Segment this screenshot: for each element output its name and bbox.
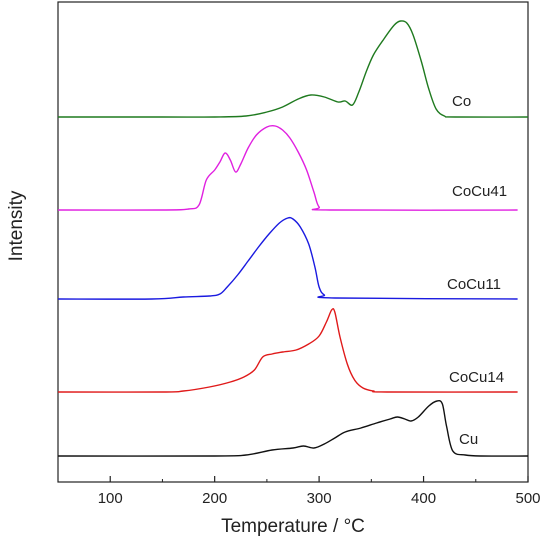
series-line-cocu14 [57, 307, 518, 393]
series-line-cocu11 [57, 216, 518, 300]
x-tick-label: 300 [307, 490, 332, 507]
y-axis-label: Intensity [6, 190, 27, 261]
series-label-cocu11: CoCu11 [447, 276, 501, 293]
plot-frame [57, 1, 529, 483]
series-line-cocu41 [57, 125, 518, 211]
x-tick-label: 500 [515, 490, 540, 507]
x-tick-label: 200 [202, 490, 227, 507]
series-labels: Co CoCu41 CoCu11 CoCu14 Cu [447, 93, 507, 448]
series-label-cu: Cu [459, 431, 478, 448]
series-label-co: Co [452, 93, 471, 110]
x-tick-label: 100 [98, 490, 123, 507]
series-label-cocu41: CoCu41 [452, 183, 507, 200]
series-line-cu [57, 400, 529, 457]
series-line-co [58, 20, 529, 118]
series-label-cocu14: CoCu14 [449, 369, 504, 386]
x-axis-label: Temperature / °C [221, 516, 365, 537]
x-tick-label: 400 [411, 490, 436, 507]
series-lines [57, 20, 529, 457]
x-axis-ticks: 100 200 300 400 500 [57, 476, 541, 507]
